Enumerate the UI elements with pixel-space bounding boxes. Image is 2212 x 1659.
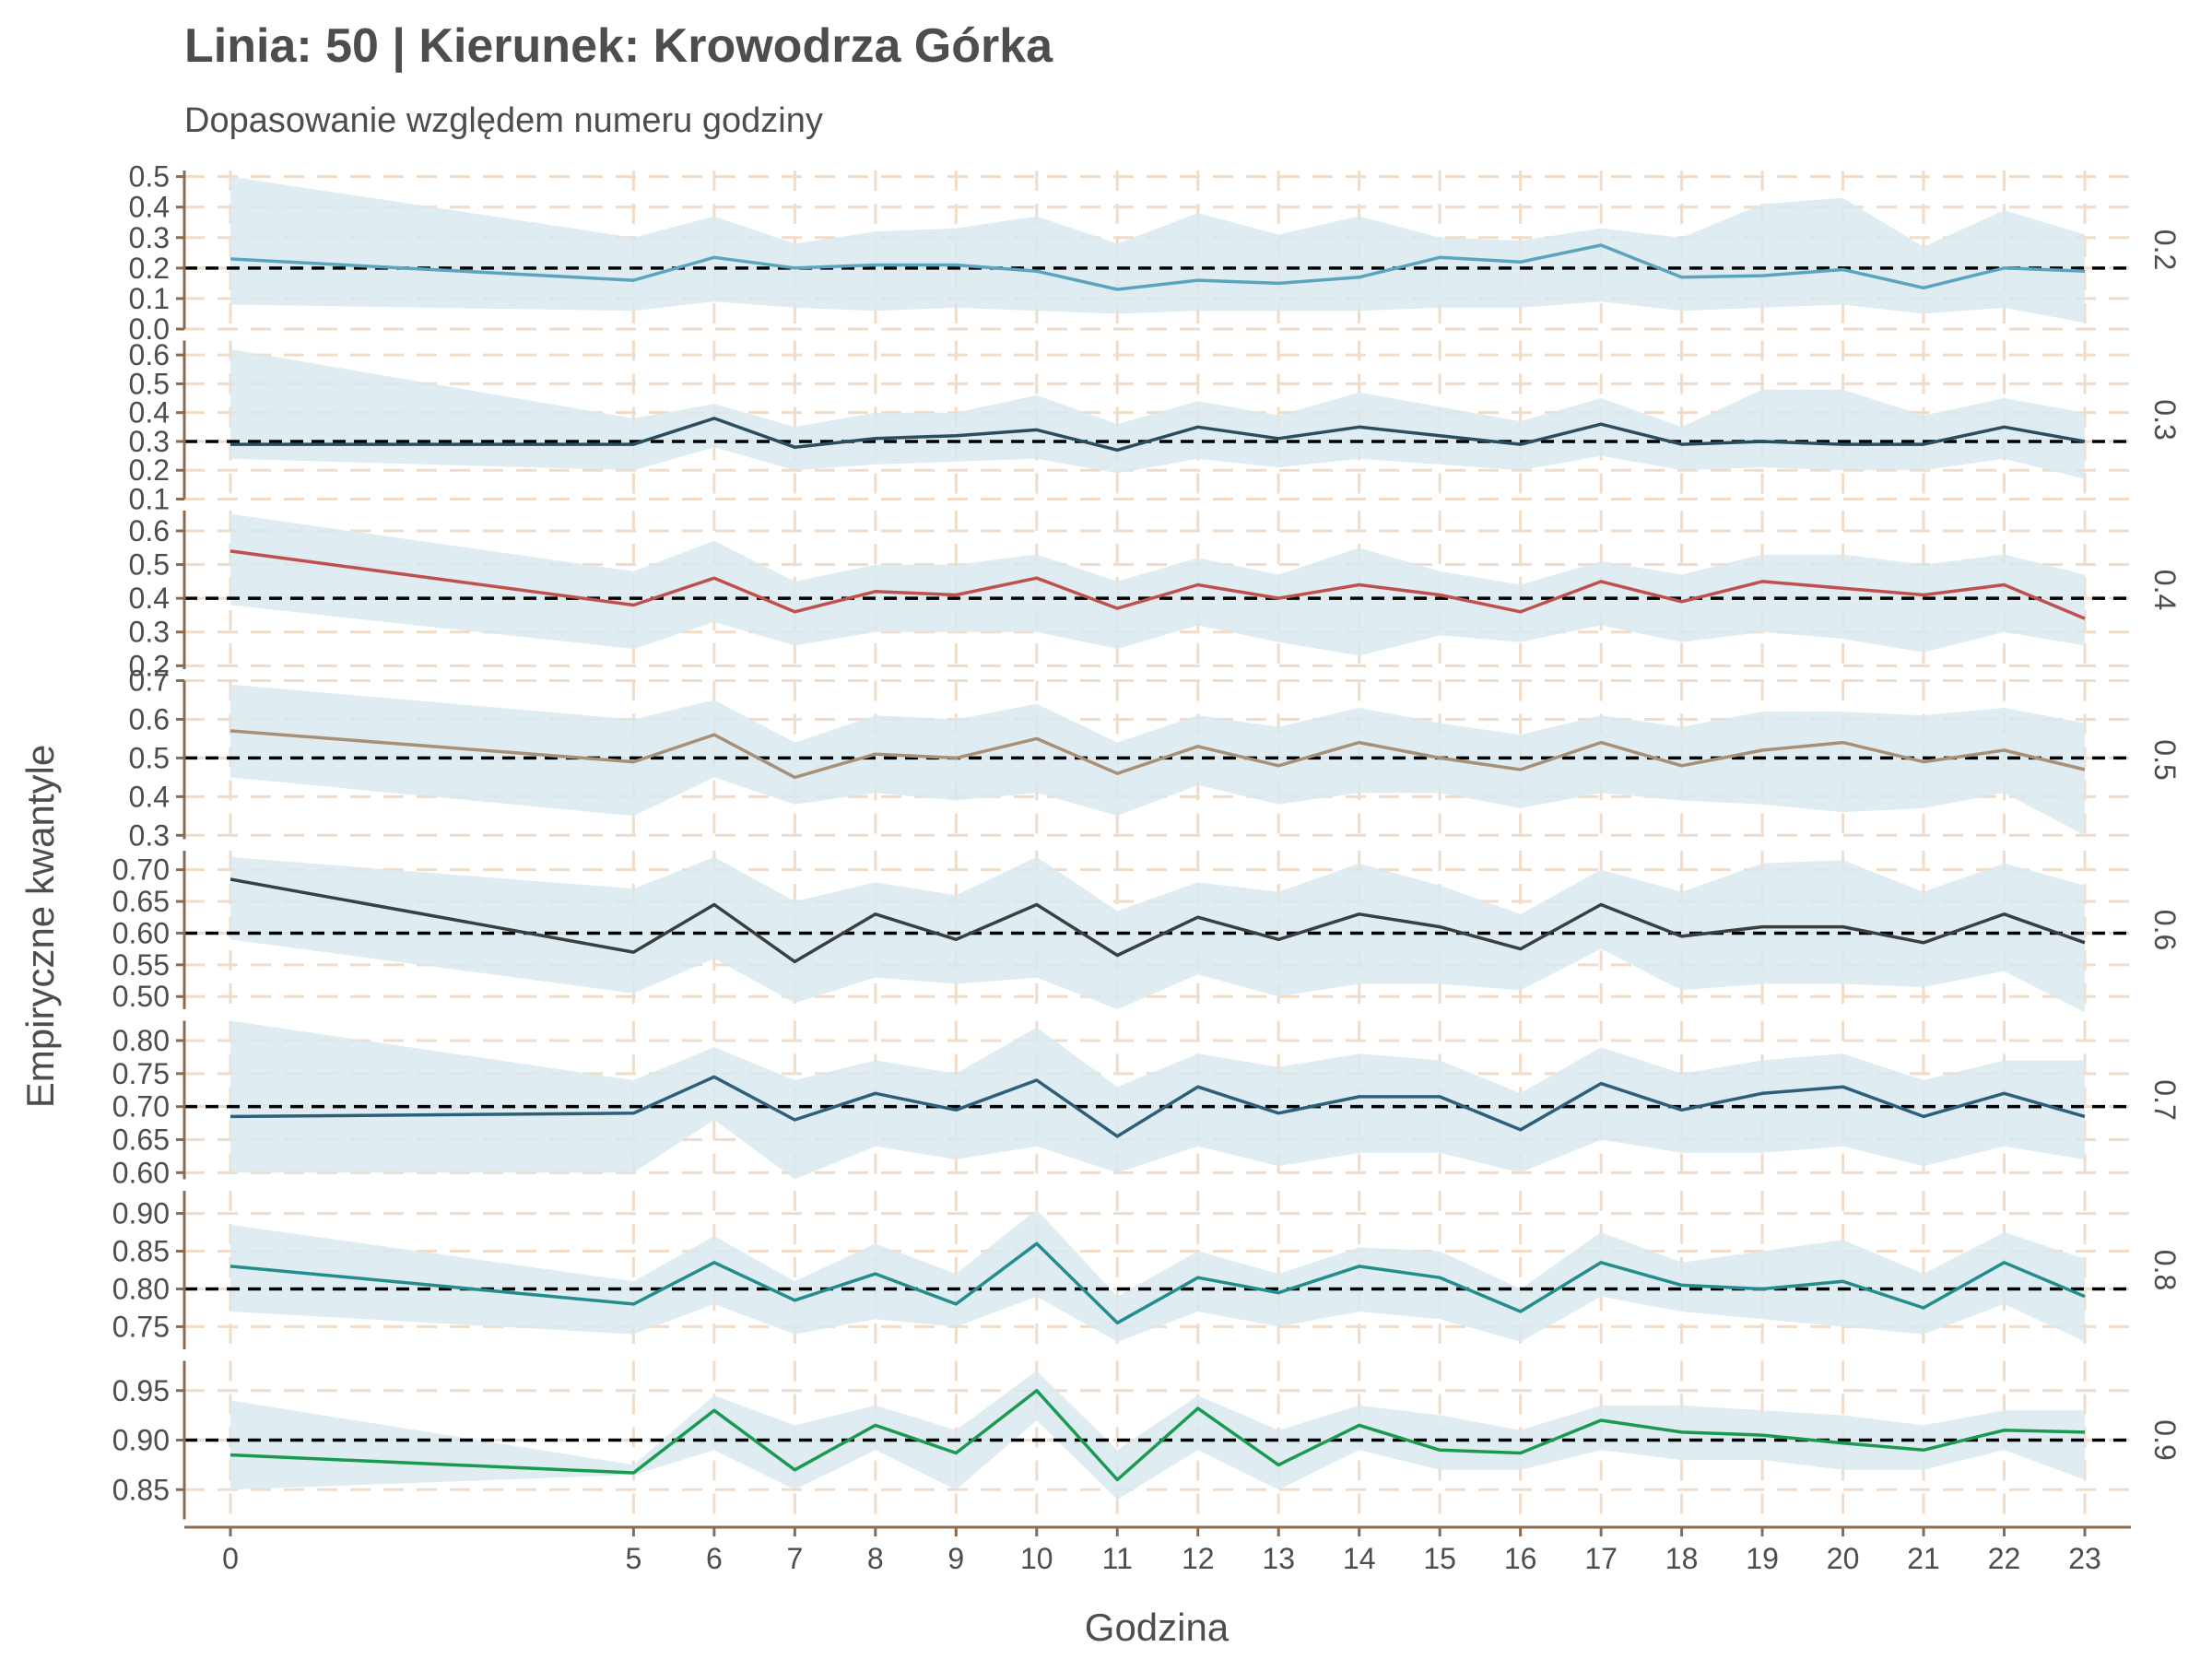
y-tick-label: 0.4 <box>129 396 170 429</box>
panel-0.5: 0.3 0.4 0.5 0.6 0.7 0.5 <box>129 665 2182 853</box>
y-tick-label: 0.65 <box>112 885 170 918</box>
panel-strip-label: 0.7 <box>2148 1079 2182 1120</box>
x-tick-label: 13 <box>1262 1542 1295 1575</box>
series-line <box>229 1075 2086 1138</box>
panel-strip-label: 0.9 <box>2148 1419 2182 1460</box>
y-tick-label: 0.1 <box>129 282 170 315</box>
y-tick-label: 0.80 <box>112 1024 170 1057</box>
series-line <box>230 417 2086 453</box>
y-tick-label: 0.4 <box>129 582 170 615</box>
panel-0.4: 0.20.30.40.50.60.4 <box>129 511 2182 682</box>
panel-0.3: 0.10.20.30.40.50.60.3 <box>129 338 2182 515</box>
confidence-ribbon <box>230 1020 2085 1180</box>
y-tick-label: 0.6 <box>129 338 170 371</box>
y-tick-label: 0.50 <box>112 980 170 1013</box>
y-tick-label: 0.3 <box>129 221 170 254</box>
y-tick-label: 0.2 <box>129 453 170 487</box>
y-tick-label: 0.80 <box>112 1272 170 1305</box>
y-tick-label: 0.3 <box>129 616 170 649</box>
series-line <box>229 243 2086 291</box>
panel-0.8: 0.75 0.80 0.85 0.90 0.8 <box>112 1191 2182 1349</box>
x-tick-label: 22 <box>1988 1542 2021 1575</box>
y-tick-label: 0.65 <box>112 1124 170 1157</box>
x-tick-label: 0 <box>222 1542 239 1575</box>
y-tick-label: 0.6 <box>129 514 170 547</box>
chart-title: Linia: 50 | Kierunek: Krowodrza Górka <box>184 19 1053 73</box>
confidence-ribbon <box>230 1371 2085 1500</box>
y-tick-label: 0.5 <box>129 548 170 582</box>
x-tick-label: 19 <box>1746 1542 1779 1575</box>
series-line <box>229 1241 2086 1325</box>
y-tick-label: 0.3 <box>129 425 170 458</box>
y-tick-label: 0.0 <box>129 312 170 346</box>
x-tick-label: 5 <box>625 1542 641 1575</box>
panel-strip-label: 0.3 <box>2148 399 2182 440</box>
y-tick-label: 0.95 <box>112 1374 170 1407</box>
y-tick-label: 0.55 <box>112 948 170 982</box>
x-tick-label: 21 <box>1907 1542 1940 1575</box>
panel-0.6: 0.500.550.600.650.70 0.6 <box>112 851 2182 1013</box>
panel-0.7: 0.600.650.700.750.80 0.7 <box>112 1020 2182 1189</box>
series-line <box>229 549 2086 620</box>
panels: 0.00.10.20.30.40.50.20.10.20.30.40.50.60… <box>112 160 2182 1520</box>
y-tick-label: 0.90 <box>112 1197 170 1230</box>
y-tick-label: 0.70 <box>112 1090 170 1124</box>
x-tick-label: 6 <box>706 1542 723 1575</box>
panel-strip-label: 0.5 <box>2148 739 2182 780</box>
confidence-ribbon <box>230 176 2085 324</box>
panel-strip-label: 0.6 <box>2148 910 2182 950</box>
x-axis-title: Godzina <box>1085 1606 1230 1649</box>
series-line <box>229 877 2086 964</box>
y-tick-label: 0.5 <box>129 160 170 194</box>
x-tick-label: 9 <box>947 1542 964 1575</box>
series-line <box>229 1389 2086 1482</box>
y-tick-label: 0.3 <box>129 818 170 852</box>
confidence-ribbon <box>230 348 2085 479</box>
panel-strip-label: 0.4 <box>2148 570 2182 610</box>
x-tick-label: 16 <box>1504 1542 1537 1575</box>
panel-0.2: 0.00.10.20.30.40.50.2 <box>129 160 2182 346</box>
y-tick-label: 0.7 <box>129 665 170 698</box>
confidence-ribbon <box>230 513 2085 656</box>
y-tick-label: 0.5 <box>129 741 170 774</box>
y-tick-label: 0.6 <box>129 702 170 735</box>
y-tick-label: 0.75 <box>112 1057 170 1090</box>
y-tick-label: 0.1 <box>129 483 170 516</box>
y-tick-label: 0.2 <box>129 649 170 682</box>
y-tick-label: 0.2 <box>129 252 170 285</box>
y-tick-label: 0.4 <box>129 780 170 813</box>
x-tick-label: 14 <box>1343 1542 1376 1575</box>
confidence-ribbon <box>230 1209 2085 1342</box>
y-tick-label: 0.90 <box>112 1424 170 1457</box>
y-tick-label: 0.60 <box>112 916 170 949</box>
y-tick-label: 0.85 <box>112 1473 170 1506</box>
series-line <box>229 729 2086 780</box>
x-tick-label: 8 <box>867 1542 884 1575</box>
y-tick-label: 0.4 <box>129 191 170 224</box>
x-tick-label: 20 <box>1827 1542 1860 1575</box>
y-tick-label: 0.60 <box>112 1156 170 1189</box>
y-axis-title: Empiryczne kwantyle <box>18 745 62 1108</box>
x-tick-label: 23 <box>2068 1542 2101 1575</box>
y-tick-label: 0.85 <box>112 1235 170 1268</box>
x-tick-label: 7 <box>786 1542 803 1575</box>
y-tick-label: 0.5 <box>129 367 170 400</box>
x-tick-label: 10 <box>1020 1542 1053 1575</box>
x-tick-label: 17 <box>1584 1542 1618 1575</box>
panel-0.9: 0.85 0.90 0.95 0.9 <box>112 1360 2182 1520</box>
x-tick-label: 12 <box>1182 1542 1215 1575</box>
x-axis: 0 5 6 7 8 9 10 11 12 13 14 15 16 17 18 19 20 21 22 23 <box>184 1525 2131 1575</box>
panel-strip-label: 0.2 <box>2148 229 2182 270</box>
panel-strip-label: 0.8 <box>2148 1250 2182 1290</box>
x-tick-label: 18 <box>1665 1542 1699 1575</box>
y-tick-label: 0.75 <box>112 1310 170 1343</box>
x-tick-label: 11 <box>1102 1542 1133 1575</box>
x-tick-label: 15 <box>1423 1542 1456 1575</box>
y-tick-label: 0.70 <box>112 853 170 887</box>
chart-subtitle: Dopasowanie względem numeru godziny <box>184 101 823 140</box>
